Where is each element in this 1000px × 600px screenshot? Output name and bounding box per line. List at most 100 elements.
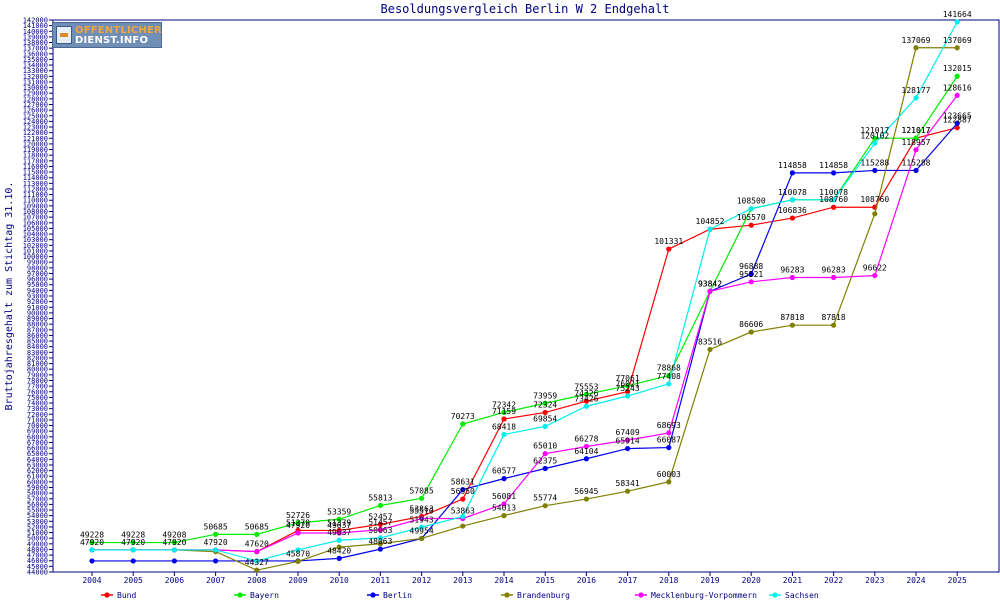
- data-label-sachsen: 141664: [943, 10, 972, 19]
- series-line-brandenburg: [92, 47, 958, 571]
- data-point-berlin: [501, 476, 507, 482]
- data-point-brandenburg: [789, 322, 796, 328]
- data-point-berlin: [913, 167, 919, 174]
- data-label-bayern: 72342: [492, 400, 516, 409]
- data-point-bayern: [171, 539, 177, 546]
- data-label-mecklenburg-vorpommern: 95521: [739, 270, 763, 279]
- data-point-bayern: [213, 531, 219, 537]
- x-tick-label: 2018: [659, 576, 678, 585]
- x-tick-label: 2008: [247, 576, 266, 585]
- y-tick-label: 103000: [23, 236, 48, 244]
- x-tick-label: 2012: [412, 576, 431, 585]
- data-point-mecklenburg-vorpommern: [707, 288, 713, 294]
- data-labels: 47920 47920 47920 47920 47620 51379 51379 52457…: [80, 10, 972, 567]
- y-tick-label: 99000: [27, 259, 48, 267]
- data-point-brandenburg: [707, 346, 713, 353]
- data-point-mecklenburg-vorpommern: [872, 272, 878, 279]
- y-tick-label: 71000: [27, 416, 48, 424]
- data-label-berlin: 48420: [327, 546, 351, 555]
- data-point-sachsen: [913, 95, 919, 101]
- data-point-sachsen: [89, 547, 95, 553]
- y-tick-label: 138000: [23, 39, 48, 47]
- data-label-bund: 47920: [121, 538, 145, 547]
- data-label-sachsen: 128177: [902, 86, 931, 95]
- data-label-bund: 51379: [286, 518, 310, 527]
- y-tick-label: 133000: [23, 67, 48, 75]
- x-tick-label: 2011: [371, 576, 390, 585]
- data-point-bund: [501, 416, 507, 422]
- y-tick-label: 45000: [27, 563, 48, 571]
- y-tick-label: 118000: [23, 152, 48, 160]
- data-point-brandenburg: [336, 544, 342, 550]
- series-lines: [89, 19, 960, 573]
- y-tick-label: 122000: [23, 129, 48, 137]
- data-label-mecklenburg-vorpommern: 49637: [327, 521, 351, 530]
- data-label-bund: 56950: [451, 487, 475, 496]
- data-label-mecklenburg-vorpommern: 51457: [368, 518, 392, 527]
- data-label-bayern: 78868: [657, 364, 681, 373]
- data-point-bund: [625, 389, 631, 395]
- x-tick-label: 2014: [494, 576, 513, 585]
- data-label-berlin: 114858: [819, 161, 848, 170]
- x-tick-label: 2016: [577, 576, 596, 585]
- data-label-berlin: 65914: [616, 437, 640, 446]
- y-tick-label: 95000: [27, 281, 48, 289]
- y-tick-label: 65000: [27, 450, 48, 458]
- data-label-bund: 47920: [80, 538, 104, 547]
- legend-marker-brandenburg: [504, 592, 510, 598]
- data-label-bayern: 121017: [902, 126, 931, 135]
- y-tick-label: 140000: [23, 28, 48, 36]
- y-tick-label: 51000: [27, 529, 48, 537]
- data-point-berlin: [748, 271, 754, 277]
- series-line-mecklenburg-vorpommern: [92, 95, 958, 553]
- data-label-berlin: 115288: [860, 158, 889, 167]
- x-axis-ticks: 2004 2005 2006 2007 2008 2009 2010 2011 2012 2013…: [82, 572, 967, 585]
- data-label-bayern: 49228: [121, 531, 145, 540]
- data-label-mecklenburg-vorpommern: 128616: [943, 83, 972, 92]
- data-label-mecklenburg-vorpommern: 96283: [780, 266, 804, 275]
- data-point-sachsen: [295, 547, 301, 553]
- logo-line-1: OFFENTLICHER: [75, 25, 162, 36]
- y-tick-label: 100000: [23, 253, 48, 261]
- data-label-brandenburg: 54013: [492, 504, 516, 513]
- data-label-berlin: 123665: [943, 111, 972, 120]
- y-tick-label: 78000: [27, 377, 48, 385]
- y-tick-label: 67000: [27, 439, 48, 447]
- data-point-brandenburg: [625, 488, 631, 494]
- data-label-mecklenburg-vorpommern: 96283: [822, 266, 846, 275]
- data-label-mecklenburg-vorpommern: 53863: [451, 506, 475, 515]
- data-point-mecklenburg-vorpommern: [913, 147, 919, 153]
- y-tick-label: 75000: [27, 394, 48, 402]
- chart-title: Besoldungsvergleich Berlin W 2 Endgehalt: [381, 2, 670, 16]
- data-point-bund: [583, 398, 590, 404]
- y-tick-label: 101000: [23, 247, 48, 255]
- y-tick-label: 139000: [23, 33, 48, 41]
- data-label-sachsen: 120102: [860, 131, 889, 140]
- legend-label-mecklenburg-vorpommern: Mecklenburg-Vorpommern: [651, 591, 757, 600]
- legend-marker-bayern: [237, 592, 243, 598]
- y-tick-label: 113000: [23, 180, 48, 188]
- data-label-berlin: 62375: [533, 457, 557, 466]
- data-point-bund: [460, 496, 466, 502]
- data-label-brandenburg: 44327: [245, 558, 269, 567]
- plot-area: [52, 19, 1000, 573]
- data-label-brandenburg: 137069: [943, 36, 972, 45]
- data-label-sachsen: 49637: [327, 528, 351, 537]
- legend-label-sachsen: Sachsen: [785, 591, 819, 600]
- y-tick-label: 53000: [27, 518, 48, 526]
- data-label-bayern: 70273: [451, 412, 475, 421]
- data-label-berlin: 96888: [739, 262, 763, 271]
- x-tick-label: 2007: [206, 576, 225, 585]
- data-point-brandenburg: [460, 523, 466, 529]
- data-point-mecklenburg-vorpommern: [377, 527, 383, 533]
- data-point-bayern: [130, 539, 136, 546]
- y-tick-label: 68000: [27, 433, 48, 441]
- data-label-bund: 51379: [327, 518, 351, 527]
- y-tick-label: 77000: [27, 383, 48, 391]
- data-point-berlin: [872, 167, 878, 174]
- y-tick-label: 79000: [27, 371, 48, 379]
- data-point-brandenburg: [377, 541, 383, 547]
- x-tick-label: 2015: [536, 576, 555, 585]
- data-point-bund: [542, 409, 548, 416]
- x-tick-label: 2004: [82, 576, 101, 585]
